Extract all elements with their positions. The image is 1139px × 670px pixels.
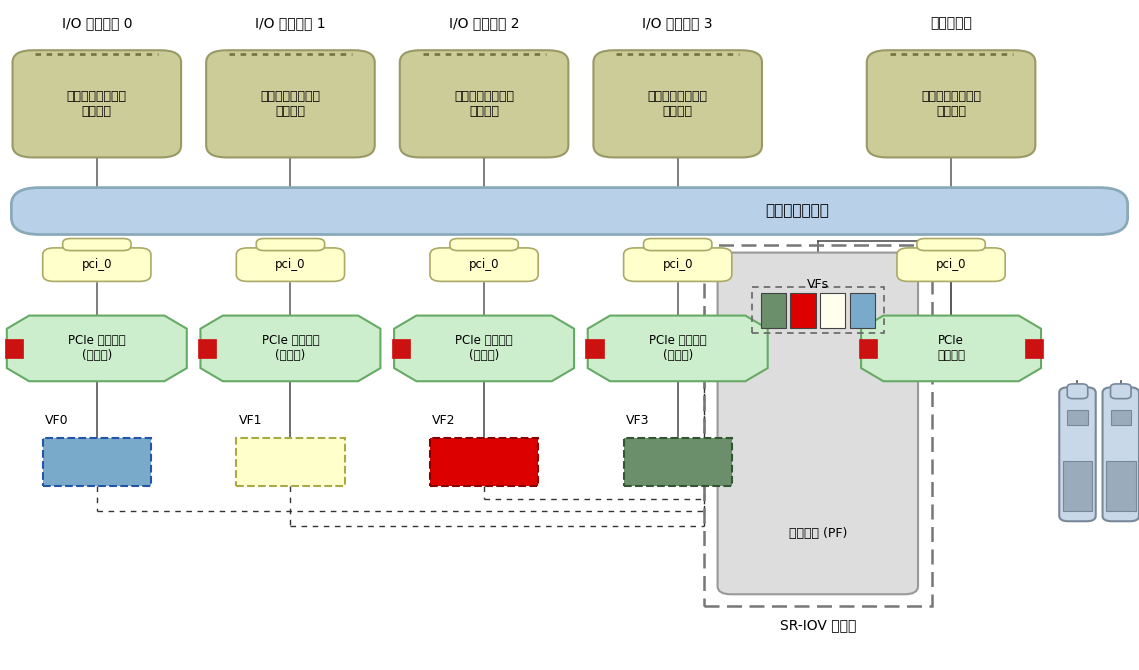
FancyBboxPatch shape bbox=[43, 248, 150, 281]
FancyBboxPatch shape bbox=[593, 50, 762, 157]
Bar bbox=[623, 438, 731, 486]
Polygon shape bbox=[861, 316, 1041, 381]
Bar bbox=[1067, 410, 1088, 425]
Bar bbox=[761, 293, 786, 328]
FancyBboxPatch shape bbox=[1059, 387, 1096, 521]
Bar bbox=[704, 245, 932, 606]
Bar bbox=[5, 339, 23, 358]
Text: VF3: VF3 bbox=[625, 413, 649, 427]
Bar bbox=[585, 339, 604, 358]
Bar bbox=[820, 293, 845, 328]
FancyBboxPatch shape bbox=[1067, 384, 1088, 399]
FancyBboxPatch shape bbox=[11, 188, 1128, 234]
FancyBboxPatch shape bbox=[63, 239, 131, 251]
Text: pci_0: pci_0 bbox=[469, 258, 499, 271]
FancyBboxPatch shape bbox=[206, 50, 375, 157]
FancyBboxPatch shape bbox=[400, 50, 568, 157]
Bar bbox=[198, 339, 216, 358]
Text: pci_0: pci_0 bbox=[936, 258, 966, 271]
Text: オペレーティング
システム: オペレーティング システム bbox=[921, 90, 981, 118]
Bar bbox=[859, 339, 877, 358]
Text: pci_0: pci_0 bbox=[82, 258, 112, 271]
FancyBboxPatch shape bbox=[13, 50, 181, 157]
FancyBboxPatch shape bbox=[896, 248, 1005, 281]
FancyBboxPatch shape bbox=[1111, 384, 1131, 399]
FancyBboxPatch shape bbox=[237, 248, 344, 281]
Polygon shape bbox=[200, 316, 380, 381]
Text: プライマリ: プライマリ bbox=[931, 17, 972, 30]
Bar bbox=[1025, 339, 1043, 358]
Text: オペレーティング
システム: オペレーティング システム bbox=[261, 90, 320, 118]
FancyBboxPatch shape bbox=[450, 239, 518, 251]
Text: オペレーティング
システム: オペレーティング システム bbox=[648, 90, 707, 118]
Text: SR-IOV カード: SR-IOV カード bbox=[779, 618, 857, 632]
FancyBboxPatch shape bbox=[623, 248, 731, 281]
Text: PCIe スイッチ
(仰想化): PCIe スイッチ (仰想化) bbox=[649, 334, 706, 362]
Bar bbox=[43, 438, 150, 486]
Text: ハイパーバイザ: ハイパーバイザ bbox=[765, 204, 829, 218]
Polygon shape bbox=[394, 316, 574, 381]
Text: I/O ドメイン 1: I/O ドメイン 1 bbox=[255, 17, 326, 30]
Bar bbox=[850, 293, 875, 328]
Text: I/O ドメイン 0: I/O ドメイン 0 bbox=[62, 17, 132, 30]
Text: PCIe スイッチ
(仰想化): PCIe スイッチ (仰想化) bbox=[456, 334, 513, 362]
Text: VF2: VF2 bbox=[432, 413, 456, 427]
Bar bbox=[1106, 461, 1136, 511]
Text: PCIe スイッチ
(仰想化): PCIe スイッチ (仰想化) bbox=[68, 334, 125, 362]
FancyBboxPatch shape bbox=[917, 239, 985, 251]
Text: VF0: VF0 bbox=[46, 413, 68, 427]
FancyBboxPatch shape bbox=[867, 50, 1035, 157]
Text: VFs: VFs bbox=[806, 278, 829, 291]
FancyBboxPatch shape bbox=[256, 239, 325, 251]
FancyBboxPatch shape bbox=[1103, 387, 1139, 521]
Text: 物理機能 (PF): 物理機能 (PF) bbox=[788, 527, 847, 541]
Bar bbox=[790, 293, 816, 328]
Bar bbox=[1063, 461, 1092, 511]
FancyBboxPatch shape bbox=[644, 239, 712, 251]
Text: I/O ドメイン 2: I/O ドメイン 2 bbox=[449, 17, 519, 30]
Bar bbox=[237, 438, 344, 486]
Text: VF1: VF1 bbox=[238, 413, 262, 427]
Polygon shape bbox=[588, 316, 768, 381]
Bar bbox=[429, 438, 538, 486]
Bar bbox=[1111, 410, 1131, 425]
Text: PCIe
スイッチ: PCIe スイッチ bbox=[937, 334, 965, 362]
Text: pci_0: pci_0 bbox=[663, 258, 693, 271]
FancyBboxPatch shape bbox=[429, 248, 538, 281]
Text: pci_0: pci_0 bbox=[276, 258, 305, 271]
Polygon shape bbox=[7, 316, 187, 381]
Text: I/O ドメイン 3: I/O ドメイン 3 bbox=[642, 17, 713, 30]
Text: オペレーティング
システム: オペレーティング システム bbox=[454, 90, 514, 118]
Text: PCIe スイッチ
(仰想化): PCIe スイッチ (仰想化) bbox=[262, 334, 319, 362]
Bar bbox=[752, 287, 884, 333]
FancyBboxPatch shape bbox=[718, 253, 918, 594]
Text: オペレーティング
システム: オペレーティング システム bbox=[67, 90, 126, 118]
Bar bbox=[392, 339, 410, 358]
